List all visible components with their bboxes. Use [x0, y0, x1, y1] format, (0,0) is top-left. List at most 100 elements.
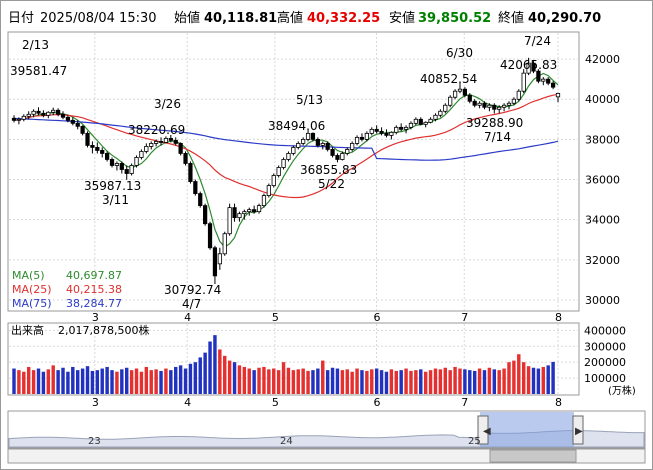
volume-bar [36, 368, 41, 394]
volume-bar [257, 367, 261, 394]
volume-bar [365, 370, 369, 394]
volume-bar [134, 368, 139, 394]
candle-down [158, 140, 164, 143]
candle-up [26, 113, 31, 117]
price-tick-label: 36000 [585, 174, 620, 187]
month-label: 5 [272, 311, 279, 324]
month-label: 3 [92, 311, 99, 324]
candle-up [423, 121, 428, 125]
candle-down [325, 142, 330, 150]
volume-bar [512, 360, 516, 394]
high-value: 40,332.25 [307, 11, 380, 26]
candle-up [526, 62, 531, 74]
volume-bar [404, 368, 408, 394]
month-label: 5 [272, 396, 279, 409]
volume-bar [286, 367, 291, 394]
candle-up [443, 104, 448, 112]
volume-bar [188, 363, 193, 394]
scrollbar-thumb[interactable] [489, 449, 577, 463]
candle-down [100, 150, 105, 154]
candle-down [550, 82, 556, 88]
volume-bar [223, 355, 227, 394]
candle-up [261, 195, 267, 207]
candle-down [60, 113, 66, 118]
candle-up [497, 106, 502, 110]
volume-bar [125, 367, 129, 394]
candle-up [149, 142, 154, 147]
candle-up [281, 159, 286, 168]
candle-down [36, 110, 41, 114]
candle-up [256, 205, 262, 213]
candle-up [433, 114, 438, 120]
volume-bar [154, 369, 158, 394]
price-tick-label: 30000 [585, 294, 620, 307]
volume-bar [438, 369, 443, 394]
navigator-selection[interactable] [480, 412, 574, 447]
candle-up [46, 111, 51, 116]
volume-bar [26, 366, 31, 394]
annotation-value: 39288.90 [466, 116, 523, 130]
candle-down [207, 223, 213, 249]
volume-bar [149, 370, 153, 394]
volume-bar [536, 368, 541, 394]
price-tick-label: 42000 [585, 53, 620, 66]
candle-up [345, 149, 350, 154]
volume-bar [531, 367, 536, 394]
candle-up [506, 102, 512, 106]
volume-bar [345, 369, 349, 394]
candle-up [163, 137, 169, 143]
volume-bar [306, 370, 310, 394]
right-handle-arrow-icon: ▶ [575, 426, 583, 437]
ma75-value: 38,284.77 [66, 297, 122, 310]
volume-bar [80, 368, 85, 394]
volume-bar [428, 370, 433, 394]
volume-bar [384, 371, 389, 394]
ma25-line [13, 93, 559, 199]
navigator[interactable]: ◀ ▶ 23 24 25 [7, 410, 646, 464]
candle-up [217, 253, 222, 265]
annotations: 2/1339581.473/2638220.693/1135987.134/73… [10, 34, 557, 311]
volume-bar [389, 369, 394, 394]
candle-up [438, 110, 443, 116]
candle-up [477, 102, 482, 106]
month-label: 7 [461, 396, 468, 409]
volume-bar [61, 367, 65, 394]
volume-tick-label: 300000 [584, 340, 626, 353]
volume-tick-label: 100000 [584, 372, 626, 385]
volume-bar [335, 368, 340, 394]
candle-down [472, 100, 477, 106]
ma75-line [13, 117, 559, 161]
ma25-value: 40,215.38 [66, 283, 122, 296]
annotation-date: 4/7 [182, 297, 201, 311]
volume-value: 2,017,878,500株 [58, 323, 149, 337]
annotation-value: 40852.54 [420, 72, 477, 86]
volume-bar [178, 365, 183, 394]
volume-bar [492, 369, 497, 394]
month-label: 7 [461, 311, 468, 324]
scrollbar-track[interactable] [7, 448, 646, 464]
candle-up [154, 140, 159, 144]
volume-bar [448, 370, 452, 394]
navigator-left-handle[interactable] [477, 415, 489, 445]
navigator-year-23: 23 [88, 436, 101, 447]
volume-bar [379, 370, 384, 394]
candle-down [418, 118, 423, 125]
candle-down [173, 139, 178, 144]
candle-down [55, 109, 61, 115]
candle-up [266, 185, 271, 196]
month-label: 8 [555, 396, 562, 409]
ma5-value: 40,697.87 [66, 269, 122, 282]
volume-bar [90, 370, 95, 394]
volume-bar [237, 365, 242, 394]
low-value: 39,850.52 [418, 11, 491, 26]
candle-up [521, 72, 526, 92]
annotation-date: 5/22 [318, 177, 345, 191]
volume-bar [419, 369, 423, 394]
candle-down [467, 94, 472, 102]
month-label: 4 [184, 311, 191, 324]
candle-down [95, 147, 100, 151]
navigator-right-handle[interactable] [572, 415, 584, 445]
candle-down [379, 130, 384, 134]
volume-bar [463, 369, 467, 394]
volume-bar [17, 370, 21, 394]
